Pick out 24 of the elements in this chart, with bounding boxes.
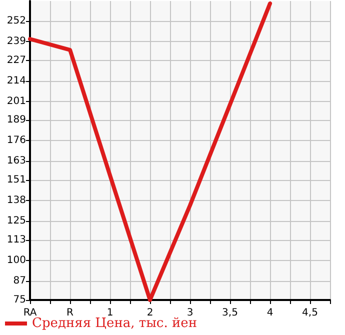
x-tick-label: 4 [266,308,274,318]
y-tick-label: 138 [6,195,26,206]
x-tick-label: RA [23,308,37,318]
y-tick-label: 227 [6,54,26,66]
legend-label: Средняя Цена, тыс. йен [32,316,197,331]
y-tick-label: 113 [6,234,26,246]
y-tick-label: 214 [6,75,26,86]
x-tick-label: 1 [106,308,114,318]
x-tick-label: 4,5 [302,308,318,318]
y-tick-label: 100 [6,255,26,266]
y-tick-label: 125 [6,216,26,227]
y-tick-label: 239 [6,36,26,47]
y-tick-label: 189 [6,114,26,126]
y-tick-label: 151 [6,174,26,186]
x-tick-label: R [66,308,74,318]
y-tick-label: 176 [6,135,26,146]
y-tick-label: 75 [13,294,26,306]
y-tick-label: 201 [6,96,26,107]
x-tick-label: 3,5 [222,308,238,318]
y-tick-label: 163 [6,156,26,167]
y-tick-label: 87 [13,276,26,287]
x-tick-label: 3 [186,308,194,318]
x-tick-label: 2 [146,308,154,318]
y-tick-label: 252 [6,15,26,26]
